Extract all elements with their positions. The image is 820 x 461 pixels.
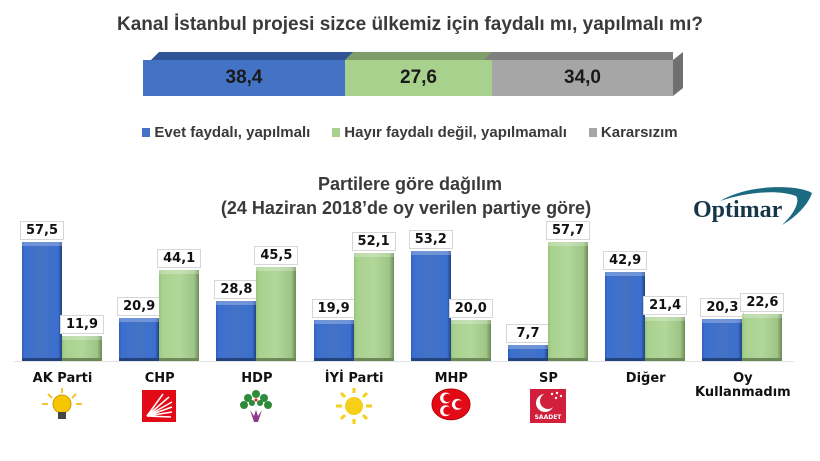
value-label: 21,4 (643, 296, 688, 315)
seg-top-hayir (345, 52, 492, 60)
category-label: MHP (434, 371, 468, 386)
bar-evet (702, 319, 743, 361)
bar-hayir (645, 317, 686, 361)
value-label: 52,1 (351, 232, 396, 251)
bar-hayir (742, 314, 783, 361)
legend-swatch-icon (588, 128, 597, 137)
three-crescents-icon (431, 388, 471, 424)
value-label: 42,9 (603, 251, 648, 270)
bar-evet (410, 251, 451, 361)
x-axis-line (14, 361, 794, 362)
value-label: 20,0 (448, 299, 493, 318)
seg-top-evet (151, 52, 353, 60)
bar-hayir (256, 267, 297, 361)
value-label: 19,9 (311, 299, 356, 318)
category-label: Oy Kullanmadım (695, 371, 791, 400)
logo-text: Optimar (693, 197, 783, 223)
bar-evet (119, 318, 160, 361)
segment-kararsiz: 34,0 (492, 60, 673, 96)
seg-top-kararsiz (484, 52, 673, 60)
value-label: 11,9 (60, 315, 104, 334)
category-label: SP (539, 371, 558, 386)
legend-label: Evet faydalı, yapılmalı (154, 124, 311, 141)
legend-label: Kararsızım (600, 124, 678, 141)
overall-stacked-bar: 38,4 27,6 34,0 (143, 52, 683, 98)
category-label: Diğer (625, 371, 666, 386)
sun-icon (334, 388, 374, 424)
value-label: 20,3 (700, 298, 745, 317)
value-label: 53,2 (408, 230, 453, 249)
legend-item-kararsiz: Kararsızım (588, 124, 678, 141)
value-label: 22,6 (740, 293, 785, 312)
optimar-logo: Optimar (690, 187, 815, 232)
legend-label: Hayır faydalı değil, yapılmamalı (344, 124, 567, 141)
bar-hayir (450, 320, 491, 361)
crescent-stars-icon: SAADET (528, 388, 568, 424)
value-label: 45,5 (254, 246, 299, 265)
legend-item-hayir: Hayır faydalı değil, yapılmamalı (332, 124, 567, 141)
bar-hayir (548, 242, 588, 361)
bar-evet (216, 301, 257, 361)
bar-evet (605, 272, 646, 361)
category-label: AK Parti (32, 371, 93, 386)
segment-evet: 38,4 (143, 60, 345, 96)
legend: Evet faydalı, yapılmalı Hayır faydalı de… (0, 124, 820, 141)
bar-evet (508, 345, 548, 361)
stack-side-face (673, 52, 683, 96)
legend-swatch-icon (332, 128, 341, 137)
value-label: 57,7 (546, 221, 590, 240)
value-label: 20,9 (117, 297, 162, 316)
svg-text:SAADET: SAADET (535, 414, 563, 421)
value-label: 28,8 (214, 280, 259, 299)
value-label: 7,7 (506, 324, 550, 343)
tree-hands-icon (236, 388, 276, 424)
segment-value: 27,6 (400, 67, 437, 88)
category-label: İYİ Parti (324, 371, 384, 386)
bar-hayir (159, 270, 200, 361)
subtitle: Partilere göre dağılım (317, 174, 503, 194)
value-label: 57,5 (20, 221, 64, 240)
lightbulb-icon (42, 388, 82, 424)
legend-item-evet: Evet faydalı, yapılmalı (142, 124, 310, 141)
segment-hayir: 27,6 (345, 60, 492, 96)
logo-swoosh-icon (720, 187, 812, 225)
bar-evet (22, 242, 62, 361)
bar-evet (313, 320, 354, 361)
chart-title: Kanal İstanbul projesi sizce ülkemiz içi… (116, 14, 704, 35)
category-label: CHP (144, 371, 175, 386)
six-arrows-icon (139, 388, 179, 424)
legend-swatch-icon (142, 128, 151, 137)
segment-value: 38,4 (225, 67, 263, 88)
bar-hayir (353, 253, 394, 361)
bar-hayir (62, 336, 102, 361)
value-label: 44,1 (157, 249, 202, 268)
segment-value: 34,0 (564, 67, 601, 88)
category-label: HDP (241, 371, 273, 386)
subtitle-date: (24 Haziran 2018’de oy verilen partiye g… (220, 198, 592, 218)
